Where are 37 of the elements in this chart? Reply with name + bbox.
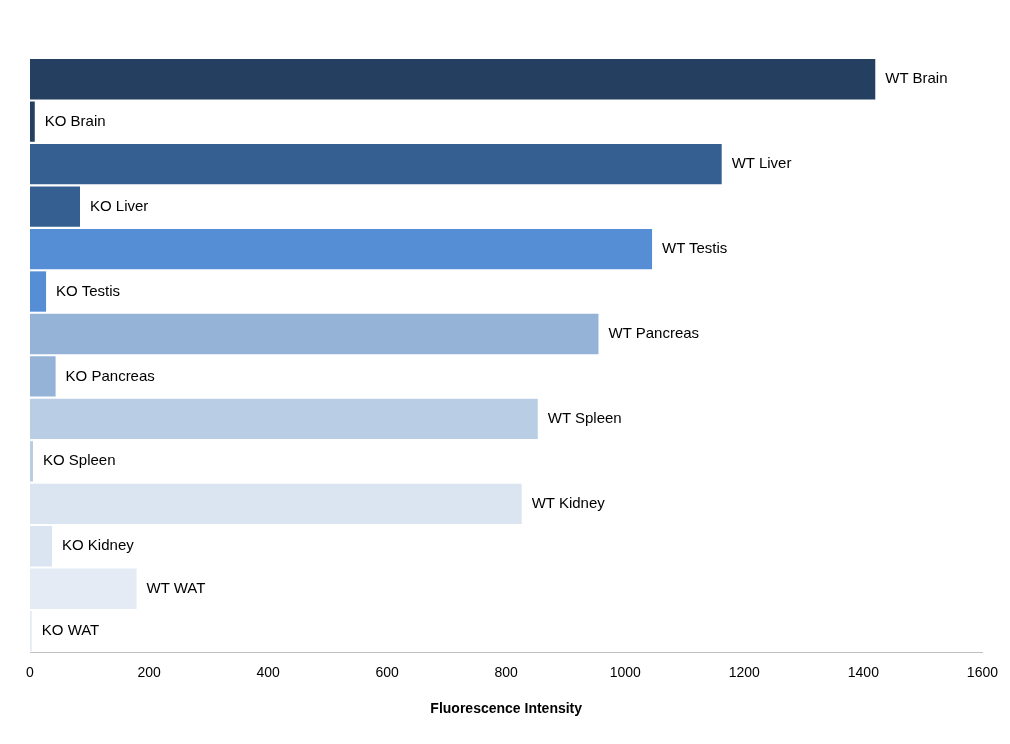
bar (30, 186, 80, 227)
x-tick-label: 1200 (728, 663, 761, 680)
y-tick-label: KO Brain (44, 111, 106, 129)
y-tick-label: KO Pancreas (65, 366, 155, 384)
bar (30, 441, 33, 482)
x-tick-label: 400 (256, 663, 280, 680)
y-tick-label: WT Brain (885, 69, 948, 87)
y-tick-label: WT Spleen (547, 409, 622, 427)
y-tick-label: KO Testis (56, 281, 120, 299)
bar (30, 526, 53, 567)
bar (30, 59, 876, 100)
bar (30, 568, 137, 609)
x-tick-label: 800 (494, 663, 519, 680)
y-tick-label: WT WAT (146, 578, 206, 596)
y-tick-label: KO Kidney (62, 536, 135, 554)
y-tick-label: WT Pancreas (608, 324, 700, 342)
bar (30, 483, 522, 524)
x-tick-label: 600 (375, 663, 400, 680)
y-tick-label: KO Liver (90, 196, 149, 214)
x-tick-label: 0 (26, 663, 35, 680)
x-axis-title: Fluorescence Intensity (430, 700, 583, 717)
bar (30, 143, 722, 185)
x-tick-label: 1400 (847, 663, 880, 680)
bar (30, 228, 653, 270)
bar (30, 356, 56, 397)
y-tick-label: WT Liver (731, 154, 792, 172)
bar (30, 271, 47, 312)
x-tick-label: 200 (137, 663, 161, 680)
bar (30, 101, 35, 142)
y-tick-label: KO WAT (41, 621, 100, 639)
x-tick-label: 1000 (609, 663, 642, 680)
bar (30, 398, 538, 440)
bar (30, 313, 599, 355)
y-tick-label: WT Kidney (531, 493, 606, 511)
y-tick-label: WT Testis (662, 239, 728, 257)
x-tick-label: 1600 (966, 663, 999, 680)
y-tick-label: KO Spleen (42, 451, 116, 469)
